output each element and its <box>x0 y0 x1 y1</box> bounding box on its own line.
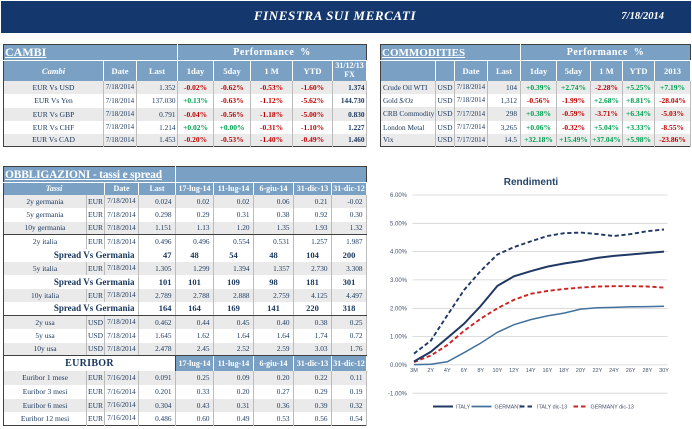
svg-text:3M: 3M <box>410 368 418 374</box>
svg-text:16Y: 16Y <box>543 368 553 374</box>
svg-text:4Y: 4Y <box>444 368 451 374</box>
svg-text:2Y: 2Y <box>427 368 434 374</box>
svg-text:6Y: 6Y <box>461 368 468 374</box>
svg-text:0.00%: 0.00% <box>390 363 408 369</box>
svg-text:12Y: 12Y <box>509 368 519 374</box>
svg-text:2.00%: 2.00% <box>390 306 408 312</box>
svg-text:8Y: 8Y <box>477 368 484 374</box>
svg-text:14Y: 14Y <box>526 368 536 374</box>
svg-text:28Y: 28Y <box>643 368 653 374</box>
svg-text:26Y: 26Y <box>626 368 636 374</box>
svg-text:3.00%: 3.00% <box>390 278 408 284</box>
svg-text:20Y: 20Y <box>576 368 586 374</box>
svg-text:GERMANY: GERMANY <box>495 405 523 411</box>
svg-text:1.00%: 1.00% <box>390 335 408 341</box>
svg-text:24Y: 24Y <box>609 368 619 374</box>
svg-text:6.00%: 6.00% <box>390 193 408 199</box>
svg-text:22Y: 22Y <box>593 368 603 374</box>
svg-text:-1.00%: -1.00% <box>388 391 408 397</box>
svg-text:5.00%: 5.00% <box>390 221 408 227</box>
svg-text:ITALY dic-13: ITALY dic-13 <box>537 405 567 411</box>
svg-text:GERMANY dic-13: GERMANY dic-13 <box>591 405 634 411</box>
svg-text:ITALY: ITALY <box>456 405 471 411</box>
svg-text:30Y: 30Y <box>659 368 669 374</box>
svg-text:Rendimenti: Rendimenti <box>504 177 559 188</box>
svg-text:18Y: 18Y <box>559 368 569 374</box>
svg-text:4.00%: 4.00% <box>390 250 408 256</box>
svg-text:10Y: 10Y <box>493 368 503 374</box>
